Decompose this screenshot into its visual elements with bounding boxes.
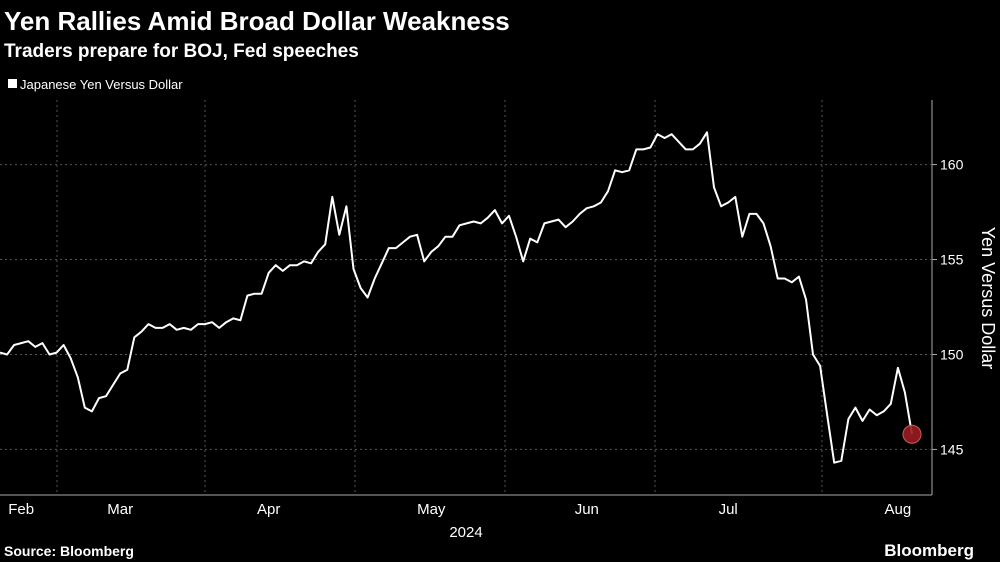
x-axis-label: 2024 [449, 524, 482, 541]
x-tick-label: Jul [719, 501, 738, 518]
end-marker [902, 424, 922, 444]
x-tick-label: Jun [575, 501, 599, 518]
brand: Bloomberg [884, 541, 974, 560]
x-tick-label: Apr [257, 501, 280, 518]
y-axis-label: Yen Versus Dollar [978, 227, 998, 369]
y-tick-label: 150 [940, 346, 964, 362]
y-tick-label: 155 [940, 252, 964, 268]
chart-subtitle: Traders prepare for BOJ, Fed speeches [4, 41, 359, 62]
y-tick-label: 160 [940, 157, 964, 173]
x-tick-label: Mar [107, 501, 133, 518]
y-tick-label: 145 [940, 441, 964, 457]
x-tick-label: Feb [8, 501, 34, 518]
legend-label: Japanese Yen Versus Dollar [20, 77, 183, 92]
source: Source: Bloomberg [4, 543, 134, 559]
x-tick-label: May [417, 501, 446, 518]
legend-swatch [8, 79, 17, 88]
data-line [0, 131, 913, 464]
chart-title: Yen Rallies Amid Broad Dollar Weakness [4, 6, 510, 36]
month-gridlines [56, 100, 823, 495]
x-tick-label: Aug [885, 501, 912, 518]
